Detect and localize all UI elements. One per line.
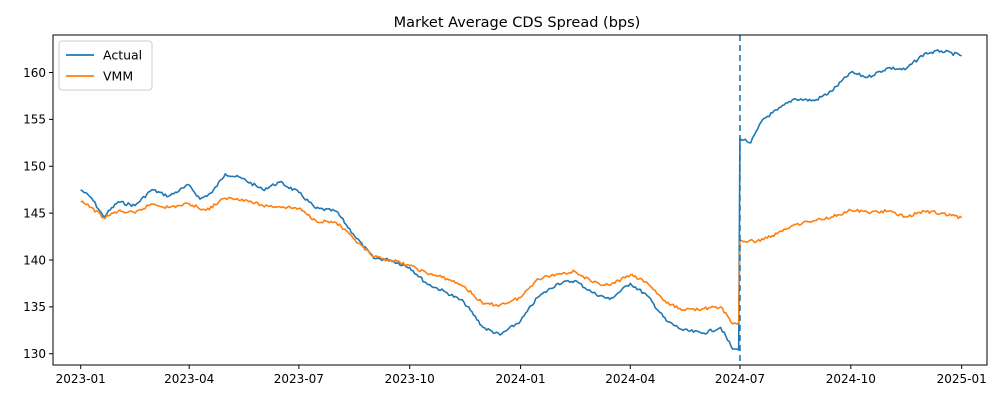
plot-frame xyxy=(52,34,988,366)
x-tick-label: 2024-07 xyxy=(715,372,765,386)
legend-label-actual: Actual xyxy=(103,48,142,63)
chart-title: Market Average CDS Spread (bps) xyxy=(394,15,641,31)
legend-label-vmm: VMM xyxy=(103,69,133,84)
y-tick-label: 140 xyxy=(23,253,46,267)
plot-area: 2023-01 2023-04 2023-07 2023-10 2024-01 2024-… xyxy=(23,34,988,386)
y-tick-label: 130 xyxy=(23,347,46,361)
y-tick-label: 155 xyxy=(23,113,46,127)
x-tick-label: 2023-04 xyxy=(164,372,214,386)
x-tick-label: 2023-01 xyxy=(56,372,106,386)
x-tick-label: 2023-10 xyxy=(385,372,435,386)
series-line-vmm xyxy=(80,196,963,325)
x-tick-label: 2024-01 xyxy=(496,372,546,386)
x-tick-label: 2023-07 xyxy=(274,372,324,386)
y-tick-label: 135 xyxy=(23,300,46,314)
legend: Actual VMM xyxy=(58,40,153,91)
legend-box xyxy=(58,40,153,91)
x-tick-label: 2024-04 xyxy=(605,372,655,386)
y-tick-label: 150 xyxy=(23,160,46,174)
y-tick-label: 160 xyxy=(23,66,46,80)
x-tick-label: 2024-10 xyxy=(826,372,876,386)
x-tick-label: 2025-01 xyxy=(937,372,987,386)
series-line-actual xyxy=(80,49,962,351)
x-axis: 2023-01 2023-04 2023-07 2023-10 2024-01 2024-… xyxy=(56,365,987,386)
y-axis: 130 135 140 145 150 155 160 xyxy=(23,66,53,361)
y-tick-label: 145 xyxy=(23,206,46,220)
